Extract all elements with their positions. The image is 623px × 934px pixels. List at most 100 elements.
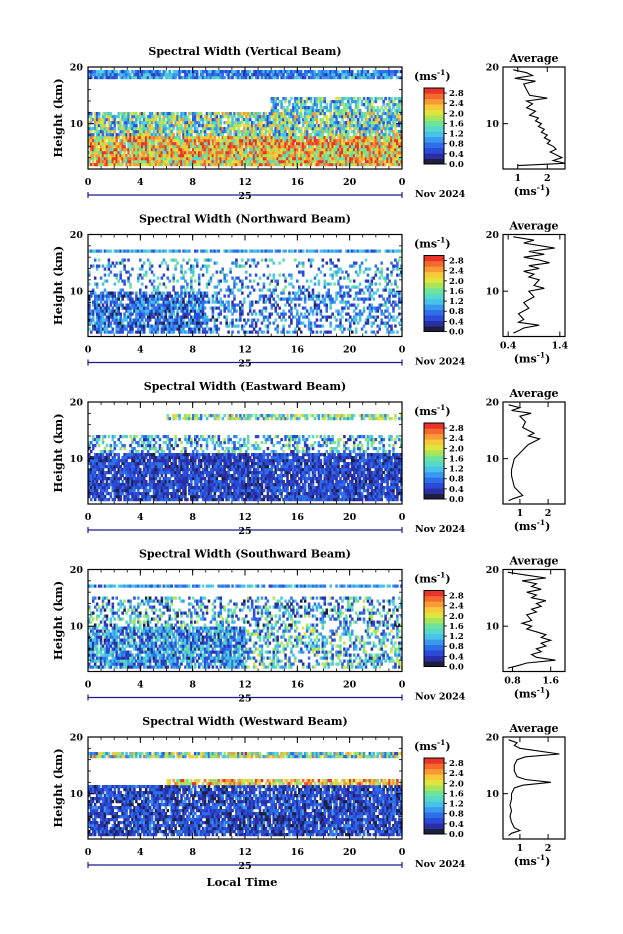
heatmap-cell (318, 280, 321, 283)
heatmap-cell (172, 112, 175, 115)
heatmap-cell (233, 115, 236, 118)
heatmap-cell (284, 100, 287, 103)
heatmap-cell (212, 298, 215, 301)
heatmap-cell (200, 112, 203, 115)
heatmap-cell (255, 325, 258, 328)
colorbar-swatch (424, 121, 444, 127)
heatmap-cell (131, 331, 134, 334)
heatmap-cell (398, 322, 401, 325)
heatmap-cell (241, 292, 244, 295)
heatmap-cell (265, 301, 268, 304)
heatmap-cell (123, 145, 126, 148)
heatmap-cell (373, 277, 376, 280)
chart-title: Spectral Width (Northward Beam) (139, 213, 351, 226)
heatmap-cell (357, 118, 360, 121)
heatmap-cell (347, 319, 350, 322)
colorbar-tick-label: 1.2 (449, 130, 464, 140)
heatmap-cell (257, 283, 260, 286)
heatmap-cell (353, 280, 356, 283)
y-tick-label: 20 (70, 63, 84, 74)
heatmap-cell (257, 319, 260, 322)
heatmap-cell (265, 310, 268, 313)
heatmap-cell (231, 118, 234, 121)
heatmap-cell (271, 313, 274, 316)
heatmap-cell (117, 115, 120, 118)
heatmap-cell (214, 136, 217, 139)
heatmap-cell (247, 313, 250, 316)
heatmap-cell (108, 307, 111, 310)
heatmap-cell (288, 316, 291, 319)
heatmap-cell (369, 298, 372, 301)
heatmap-cell (386, 310, 389, 313)
heatmap-cell (121, 163, 124, 166)
heatmap-cell (210, 319, 213, 322)
heatmap-cell (337, 280, 340, 283)
heatmap-cell (265, 133, 268, 136)
heatmap-cell (349, 325, 352, 328)
heatmap-cell (119, 277, 122, 280)
heatmap-cell (325, 106, 328, 109)
heatmap-cell (363, 97, 366, 100)
heatmap-cell (320, 124, 323, 127)
heatmap-cell (314, 277, 317, 280)
heatmap-cell (149, 319, 152, 322)
heatmap-cell (337, 70, 340, 73)
heatmap-cell (329, 283, 332, 286)
heatmap-cell (125, 319, 128, 322)
colorbar-swatch (424, 159, 444, 165)
heatmap-cell (223, 304, 226, 307)
heatmap-cell (351, 121, 354, 124)
heatmap-cell (251, 322, 254, 325)
heatmap-cell (168, 280, 171, 283)
heatmap-cell (371, 133, 374, 136)
heatmap-cell (157, 325, 160, 328)
heatmap-cell (239, 124, 242, 127)
heatmap-cell (386, 322, 389, 325)
heatmap-cell (198, 274, 201, 277)
heatmap-cell (121, 304, 124, 307)
heatmap-cell (331, 298, 334, 301)
heatmap-cell (127, 130, 130, 133)
heatmap-cell (296, 310, 299, 313)
heatmap-cell (284, 97, 287, 100)
heatmap-cell (245, 322, 248, 325)
heatmap-cell (104, 274, 107, 277)
heatmap-cell (253, 121, 256, 124)
heatmap-cell (178, 121, 181, 124)
heatmap-cell (100, 301, 103, 304)
heatmap-cell (335, 295, 338, 298)
heatmap-cell (172, 127, 175, 130)
heatmap-cell (269, 301, 272, 304)
colorbar-swatch (424, 88, 444, 94)
heatmap-cell (369, 286, 372, 289)
heatmap-cell (115, 316, 118, 319)
heatmap-cell (312, 331, 315, 334)
heatmap-cell (386, 307, 389, 310)
heatmap-cell (325, 319, 328, 322)
heatmap-cell (259, 277, 262, 280)
heatmap-cell (119, 313, 122, 316)
heatmap-cell (269, 133, 272, 136)
heatmap-cell (145, 271, 148, 274)
heatmap-cell (386, 283, 389, 286)
heatmap-cell (367, 280, 370, 283)
heatmap-cell (139, 118, 142, 121)
heatmap-cell (376, 112, 379, 115)
heatmap-cell (218, 292, 221, 295)
heatmap-cell (288, 304, 291, 307)
heatmap-cell (257, 301, 260, 304)
heatmap-cell (172, 313, 175, 316)
heatmap-cell (375, 271, 378, 274)
heatmap-cell (194, 280, 197, 283)
heatmap-cell (90, 130, 93, 133)
heatmap-cell (200, 325, 203, 328)
heatmap-cell (182, 301, 185, 304)
heatmap-cell (355, 307, 358, 310)
heatmap-cell (288, 295, 291, 298)
heatmap-cell (282, 289, 285, 292)
heatmap-cell (378, 307, 381, 310)
heatmap-cell (237, 331, 240, 334)
heatmap-cell (143, 322, 146, 325)
colorbar-tick-label: 0.4 (449, 150, 464, 160)
heatmap-cell (331, 277, 334, 280)
